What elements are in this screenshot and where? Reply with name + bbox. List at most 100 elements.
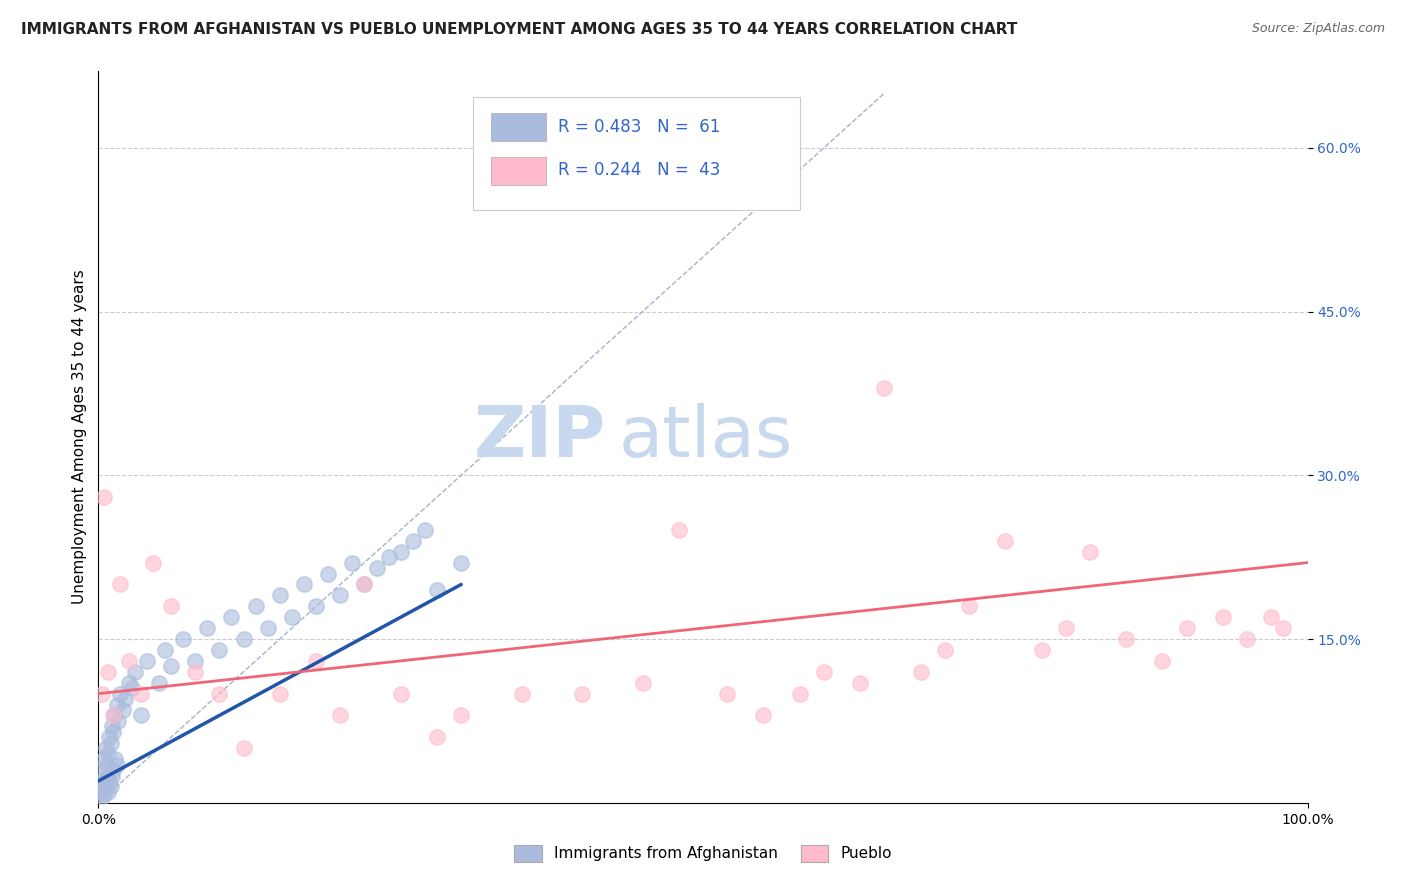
- Point: [91, 780, 114, 794]
- Point: [101, 724, 124, 739]
- Point: [111, 703, 134, 717]
- Point: [142, 556, 165, 570]
- Point: [716, 687, 738, 701]
- Point: [377, 550, 399, 565]
- Point: [342, 556, 364, 570]
- Y-axis label: Unemployment Among Ages 35 to 44 years: Unemployment Among Ages 35 to 44 years: [72, 269, 87, 605]
- Point: [108, 577, 131, 591]
- Point: [245, 599, 267, 614]
- Point: [96, 768, 118, 782]
- Point: [98, 774, 121, 789]
- Point: [389, 687, 412, 701]
- Point: [97, 785, 120, 799]
- Point: [121, 681, 143, 695]
- Text: ZIP: ZIP: [474, 402, 606, 472]
- Point: [402, 533, 425, 548]
- Point: [1260, 610, 1282, 624]
- Point: [94, 780, 117, 794]
- Point: [631, 675, 654, 690]
- Point: [1054, 621, 1077, 635]
- Point: [1175, 621, 1198, 635]
- Point: [172, 632, 194, 646]
- Point: [101, 763, 124, 777]
- Point: [93, 774, 115, 789]
- Text: Source: ZipAtlas.com: Source: ZipAtlas.com: [1251, 22, 1385, 36]
- Point: [873, 381, 896, 395]
- Point: [105, 698, 128, 712]
- Point: [91, 790, 114, 805]
- Point: [329, 588, 352, 602]
- Point: [100, 736, 122, 750]
- Point: [104, 752, 127, 766]
- Point: [426, 582, 449, 597]
- Point: [91, 687, 114, 701]
- Point: [93, 787, 115, 801]
- Point: [329, 708, 352, 723]
- Point: [118, 675, 141, 690]
- Point: [510, 687, 533, 701]
- Point: [208, 687, 231, 701]
- Point: [184, 654, 207, 668]
- FancyBboxPatch shape: [474, 97, 800, 211]
- Point: [353, 577, 375, 591]
- Point: [94, 741, 117, 756]
- Point: [849, 675, 872, 690]
- Bar: [492, 113, 546, 141]
- Point: [316, 566, 339, 581]
- Point: [366, 561, 388, 575]
- Point: [91, 763, 114, 777]
- Point: [571, 687, 593, 701]
- Point: [256, 621, 278, 635]
- Point: [208, 643, 231, 657]
- Point: [389, 545, 412, 559]
- Text: R = 0.244   N =  43: R = 0.244 N = 43: [558, 161, 720, 179]
- Point: [100, 768, 122, 782]
- Point: [752, 708, 775, 723]
- Point: [98, 731, 121, 745]
- Point: [450, 556, 472, 570]
- Point: [160, 599, 183, 614]
- Point: [124, 665, 146, 679]
- Point: [426, 731, 449, 745]
- Point: [269, 687, 291, 701]
- Point: [1212, 610, 1234, 624]
- Point: [994, 533, 1017, 548]
- Point: [100, 780, 122, 794]
- Point: [118, 654, 141, 668]
- Text: atlas: atlas: [619, 402, 793, 472]
- Point: [90, 785, 112, 799]
- Point: [1031, 643, 1053, 657]
- Point: [281, 610, 304, 624]
- Bar: [492, 157, 546, 185]
- Point: [195, 621, 218, 635]
- Point: [129, 708, 152, 723]
- Point: [93, 752, 115, 766]
- Point: [100, 719, 122, 733]
- Point: [148, 675, 170, 690]
- Point: [105, 757, 128, 772]
- Point: [1152, 654, 1174, 668]
- Point: [97, 747, 120, 761]
- Text: IMMIGRANTS FROM AFGHANISTAN VS PUEBLO UNEMPLOYMENT AMONG AGES 35 TO 44 YEARS COR: IMMIGRANTS FROM AFGHANISTAN VS PUEBLO UN…: [21, 22, 1018, 37]
- Point: [97, 665, 120, 679]
- Point: [108, 687, 131, 701]
- Point: [129, 687, 152, 701]
- Point: [668, 523, 690, 537]
- Point: [107, 714, 129, 728]
- Legend: Immigrants from Afghanistan, Pueblo: Immigrants from Afghanistan, Pueblo: [508, 838, 898, 868]
- Point: [305, 654, 328, 668]
- Point: [96, 757, 118, 772]
- Point: [789, 687, 811, 701]
- Point: [269, 588, 291, 602]
- Point: [1236, 632, 1258, 646]
- Point: [221, 610, 243, 624]
- Point: [91, 774, 114, 789]
- Point: [232, 632, 254, 646]
- Text: R = 0.483   N =  61: R = 0.483 N = 61: [558, 118, 720, 136]
- Point: [305, 599, 328, 614]
- Point: [1115, 632, 1137, 646]
- Point: [1078, 545, 1101, 559]
- Point: [135, 654, 157, 668]
- Point: [1272, 621, 1295, 635]
- Point: [93, 490, 115, 504]
